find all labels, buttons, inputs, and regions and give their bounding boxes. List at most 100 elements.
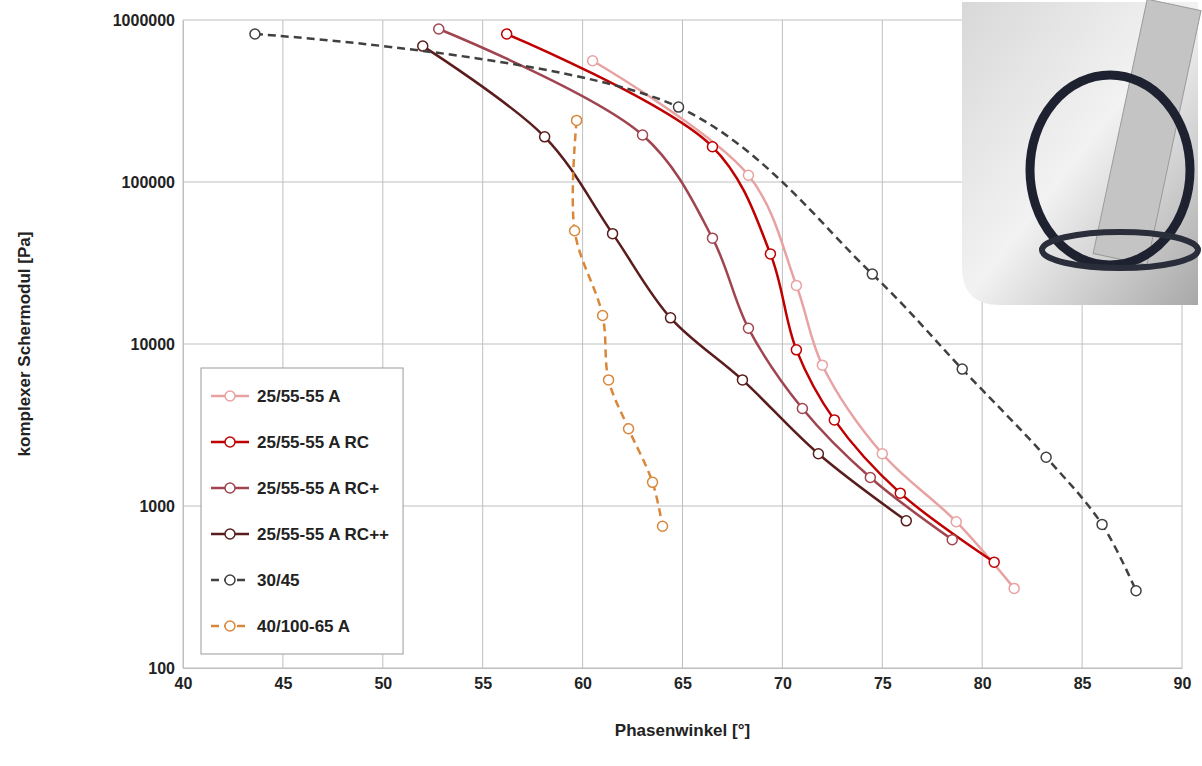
- legend-label: 40/100-65 A: [257, 617, 350, 636]
- legend-entry: 25/55-55 A: [211, 387, 340, 406]
- inset-ring: [1042, 232, 1198, 268]
- series: [502, 29, 1000, 567]
- point: [797, 403, 807, 413]
- tick: 50: [374, 668, 392, 692]
- legend-box: [201, 368, 403, 654]
- tick-label: 45: [275, 675, 293, 692]
- tick-label: 10000: [131, 336, 176, 353]
- tick: 45: [275, 668, 293, 692]
- point: [989, 557, 999, 567]
- point: [604, 375, 614, 385]
- point: [418, 41, 428, 51]
- tick: 60: [574, 668, 592, 692]
- series: [434, 24, 957, 545]
- tick-label: 50: [374, 675, 392, 692]
- point: [947, 535, 957, 545]
- legend-label: 25/55-55 A RC: [257, 433, 369, 452]
- axis-line: [184, 668, 1183, 669]
- grid-line: [183, 668, 1182, 669]
- point: [817, 360, 827, 370]
- grid-line: [183, 344, 1182, 345]
- point: [765, 249, 775, 259]
- point: [250, 29, 260, 39]
- point: [895, 488, 905, 498]
- y-axis-title: komplexer Schermodul [Pa]: [15, 232, 34, 457]
- tick-label: 100000: [122, 174, 175, 191]
- tick: 1000000: [113, 12, 183, 29]
- tick-label: 60: [574, 675, 592, 692]
- legend-marker: [225, 575, 235, 585]
- point: [743, 170, 753, 180]
- series-line: [423, 46, 907, 521]
- tick: 40: [175, 668, 193, 692]
- legend-label: 25/55-55 A RC++: [257, 525, 389, 544]
- series-line: [593, 61, 1015, 589]
- point: [1131, 586, 1141, 596]
- point: [1009, 583, 1019, 593]
- point: [638, 130, 648, 140]
- point: [572, 115, 582, 125]
- point: [434, 24, 444, 34]
- tick: 85: [1074, 668, 1092, 692]
- tick: 65: [674, 668, 692, 692]
- tick-label: 1000000: [113, 12, 175, 29]
- point: [707, 233, 717, 243]
- point: [901, 516, 911, 526]
- tick: 80: [974, 668, 992, 692]
- series-line: [507, 34, 995, 562]
- tick-label: 40: [175, 675, 193, 692]
- point: [674, 102, 684, 112]
- chart: 40 45 50 55 60 65 70 75 80 85 90 100 1000 10000 100000…: [0, 0, 1202, 766]
- point: [658, 521, 668, 531]
- point: [570, 226, 580, 236]
- tick: 55: [474, 668, 492, 692]
- x-axis-title: Phasenwinkel [°]: [615, 721, 750, 740]
- tick-label: 85: [1074, 675, 1092, 692]
- tick: 10000: [131, 336, 184, 353]
- inset-photo: [962, 0, 1201, 305]
- tick: 90: [1174, 668, 1192, 692]
- tick: 1000: [139, 498, 183, 515]
- series: [588, 56, 1020, 594]
- point: [1041, 452, 1051, 462]
- series: [418, 41, 912, 526]
- point: [588, 56, 598, 66]
- point: [608, 229, 618, 239]
- x-axis: 40 45 50 55 60 65 70 75 80 85 90: [175, 668, 1192, 692]
- point: [540, 132, 550, 142]
- point: [743, 323, 753, 333]
- legend-marker: [225, 483, 235, 493]
- point: [648, 477, 658, 487]
- y-axis: 100 1000 10000 100000 1000000: [113, 12, 184, 677]
- tick-label: 55: [474, 675, 492, 692]
- point: [1097, 519, 1107, 529]
- legend-marker: [225, 621, 235, 631]
- legend-label: 25/55-55 A: [257, 387, 340, 406]
- tick: 100000: [122, 174, 183, 191]
- tick-label: 90: [1174, 675, 1192, 692]
- tick-label: 1000: [139, 498, 175, 515]
- legend-label: 30/45: [257, 571, 300, 590]
- point: [813, 449, 823, 459]
- legend-entry: 25/55-55 A RC++: [211, 525, 389, 544]
- legend-entry: 40/100-65 A: [211, 617, 350, 636]
- point: [791, 345, 801, 355]
- point: [791, 280, 801, 290]
- legend-marker: [225, 437, 235, 447]
- tick-label: 70: [774, 675, 792, 692]
- legend-marker: [225, 529, 235, 539]
- point: [502, 29, 512, 39]
- legend-marker: [225, 391, 235, 401]
- legend-entry: 25/55-55 A RC+: [211, 479, 379, 498]
- point: [957, 364, 967, 374]
- tick: 75: [874, 668, 892, 692]
- tick-label: 100: [148, 660, 175, 677]
- series-line: [573, 120, 663, 526]
- point: [877, 449, 887, 459]
- tick: 100: [148, 660, 183, 677]
- point: [737, 375, 747, 385]
- point: [624, 424, 634, 434]
- series: [570, 115, 668, 531]
- legend-label: 25/55-55 A RC+: [257, 479, 379, 498]
- point: [707, 142, 717, 152]
